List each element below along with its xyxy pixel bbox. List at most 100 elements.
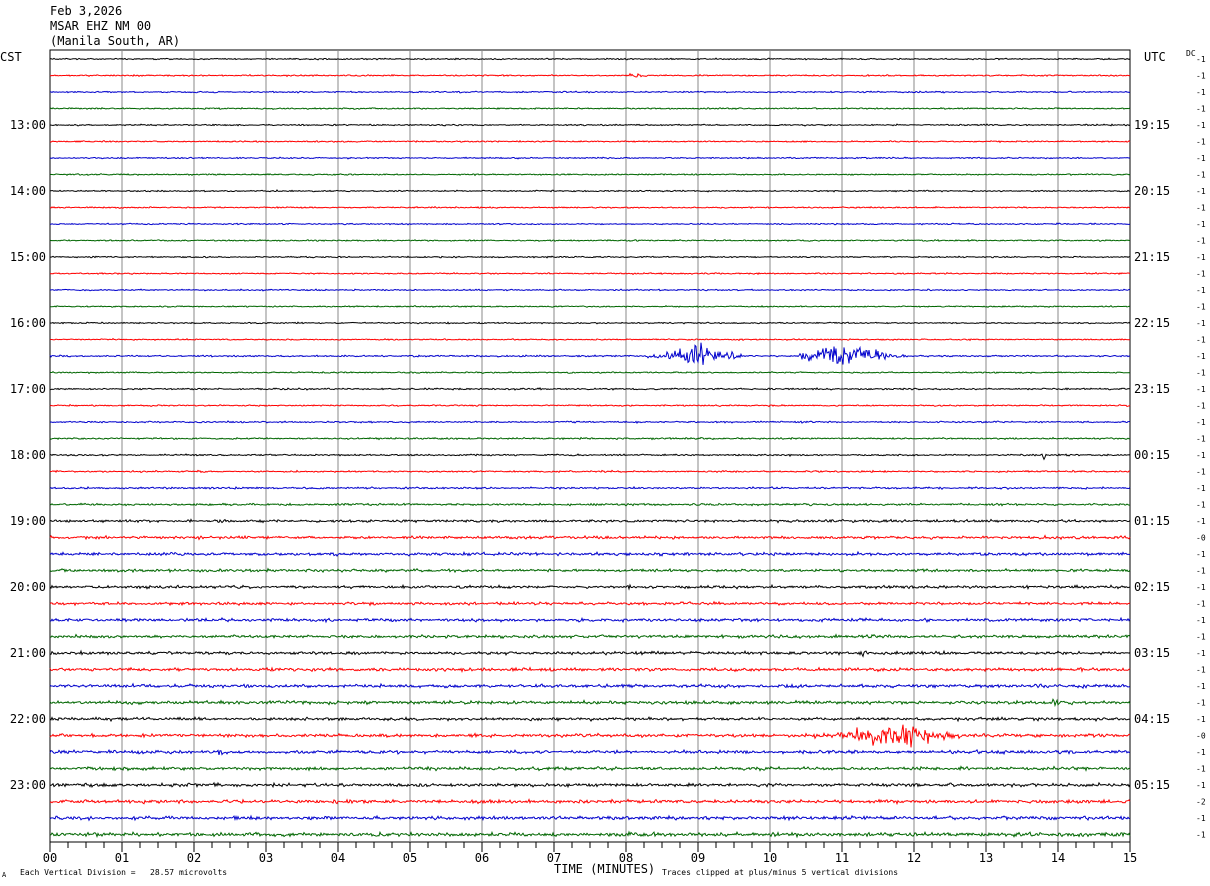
dc-offset-label: -1 — [1196, 72, 1206, 81]
dc-offset-label: -1 — [1196, 781, 1206, 790]
trace-19 — [49, 370, 1131, 375]
dc-offset-label: -1 — [1196, 616, 1206, 625]
x-tick-label: 10 — [763, 851, 777, 865]
trace-21 — [49, 403, 1131, 408]
trace-33 — [49, 600, 1131, 607]
trace-22 — [49, 420, 1131, 425]
dc-offset-label: -1 — [1196, 600, 1206, 609]
left-hour-label: 13:00 — [10, 118, 46, 132]
right-hour-label: 02:15 — [1134, 580, 1170, 594]
x-tick-label: 04 — [331, 851, 345, 865]
trace-25 — [49, 469, 1131, 474]
dc-offset-label: -1 — [1196, 435, 1206, 444]
trace-38 — [49, 682, 1131, 690]
trace-5 — [49, 139, 1131, 144]
trace-45 — [49, 798, 1131, 806]
dc-offset-label: -1 — [1196, 171, 1206, 180]
station-label: MSAR EHZ NM 00 — [50, 19, 151, 33]
left-hour-label: 18:00 — [10, 448, 46, 462]
trace-6 — [49, 156, 1131, 160]
dc-offset-label: -1 — [1196, 814, 1206, 823]
trace-18 — [49, 342, 1131, 365]
trace-16 — [49, 321, 1131, 325]
x-tick-label: 13 — [979, 851, 993, 865]
dc-offset-label: -1 — [1196, 748, 1206, 757]
trace-8 — [49, 189, 1131, 193]
dc-offset-label: -1 — [1196, 352, 1206, 361]
right-hour-label: 00:15 — [1134, 448, 1170, 462]
trace-10 — [49, 222, 1131, 226]
x-tick-label: 03 — [259, 851, 273, 865]
left-hour-label: 22:00 — [10, 712, 46, 726]
dc-offset-label: -1 — [1196, 204, 1206, 213]
left-hour-label: 17:00 — [10, 382, 46, 396]
right-hour-label: 03:15 — [1134, 646, 1170, 660]
trace-32 — [49, 583, 1131, 591]
left-hour-label: 20:00 — [10, 580, 46, 594]
right-hour-label: 20:15 — [1134, 184, 1170, 198]
right-hour-label: 01:15 — [1134, 514, 1170, 528]
x-tick-label: 02 — [187, 851, 201, 865]
dc-label: DC — [1186, 49, 1196, 58]
trace-42 — [49, 748, 1131, 756]
x-axis-title: TIME (MINUTES) — [554, 862, 655, 876]
dc-offset-label: -1 — [1196, 402, 1206, 411]
x-tick-label: 07 — [547, 851, 561, 865]
x-tick-label: 12 — [907, 851, 921, 865]
trace-23 — [49, 436, 1131, 441]
trace-14 — [50, 288, 1131, 292]
right-hour-label: 21:15 — [1134, 250, 1170, 264]
trace-17 — [49, 337, 1131, 342]
right-timezone-label: UTC — [1144, 50, 1166, 64]
dc-offset-label: -1 — [1196, 336, 1206, 345]
trace-31 — [49, 567, 1131, 574]
trace-9 — [49, 205, 1131, 209]
dc-offset-label: -1 — [1196, 550, 1206, 559]
trace-26 — [49, 485, 1131, 491]
dc-offset-label: -1 — [1196, 633, 1206, 642]
clip-note: Traces clipped at plus/minus 5 vertical … — [662, 868, 898, 877]
trace-7 — [49, 173, 1131, 177]
scale-note: Each Vertical Division = 28.57 microvolt… — [20, 868, 227, 877]
right-hour-label: 19:15 — [1134, 118, 1170, 132]
dc-offset-label: -1 — [1196, 765, 1206, 774]
left-timezone-label: CST — [0, 50, 22, 64]
dc-offset-label: -1 — [1196, 105, 1206, 114]
date-label: Feb 3,2026 — [50, 4, 122, 18]
dc-offset-label: -1 — [1196, 270, 1206, 279]
trace-11 — [49, 238, 1131, 243]
trace-12 — [50, 255, 1130, 259]
dc-offset-label: -1 — [1196, 303, 1206, 312]
dc-offset-label: -0 — [1196, 534, 1206, 543]
trace-43 — [49, 765, 1131, 772]
right-hour-label: 23:15 — [1134, 382, 1170, 396]
vertical-grid — [121, 50, 1059, 842]
dc-offset-label: -1 — [1196, 567, 1206, 576]
right-hour-label: 05:15 — [1134, 778, 1170, 792]
dc-offset-label: -1 — [1196, 286, 1206, 295]
dc-offset-label: -1 — [1196, 682, 1206, 691]
time-labels: 13:00 19:15 14:00 20:15 15:00 21:15 16:00 22:15… — [10, 55, 1206, 840]
dc-offset-label: -1 — [1196, 468, 1206, 477]
trace-37 — [49, 666, 1131, 674]
trace-3 — [49, 106, 1131, 111]
dc-offset-label: -1 — [1196, 715, 1206, 724]
left-hour-label: 19:00 — [10, 514, 46, 528]
x-tick-label: 09 — [691, 851, 705, 865]
dc-offset-label: -1 — [1196, 369, 1206, 378]
right-hour-label: 22:15 — [1134, 316, 1170, 330]
trace-40 — [49, 716, 1131, 723]
dc-offset-label: -1 — [1196, 517, 1206, 526]
trace-20 — [49, 387, 1131, 391]
x-tick-label: 05 — [403, 851, 417, 865]
dc-offset-label: -1 — [1196, 187, 1206, 196]
dc-offset-label: -1 — [1196, 138, 1206, 147]
trace-30 — [49, 550, 1131, 557]
trace-44 — [49, 781, 1131, 789]
dc-offset-label: -1 — [1196, 501, 1206, 510]
trace-36 — [49, 649, 1131, 658]
trace-41 — [49, 724, 1131, 748]
dc-offset-label: -1 — [1196, 666, 1206, 675]
trace-27 — [49, 502, 1130, 507]
